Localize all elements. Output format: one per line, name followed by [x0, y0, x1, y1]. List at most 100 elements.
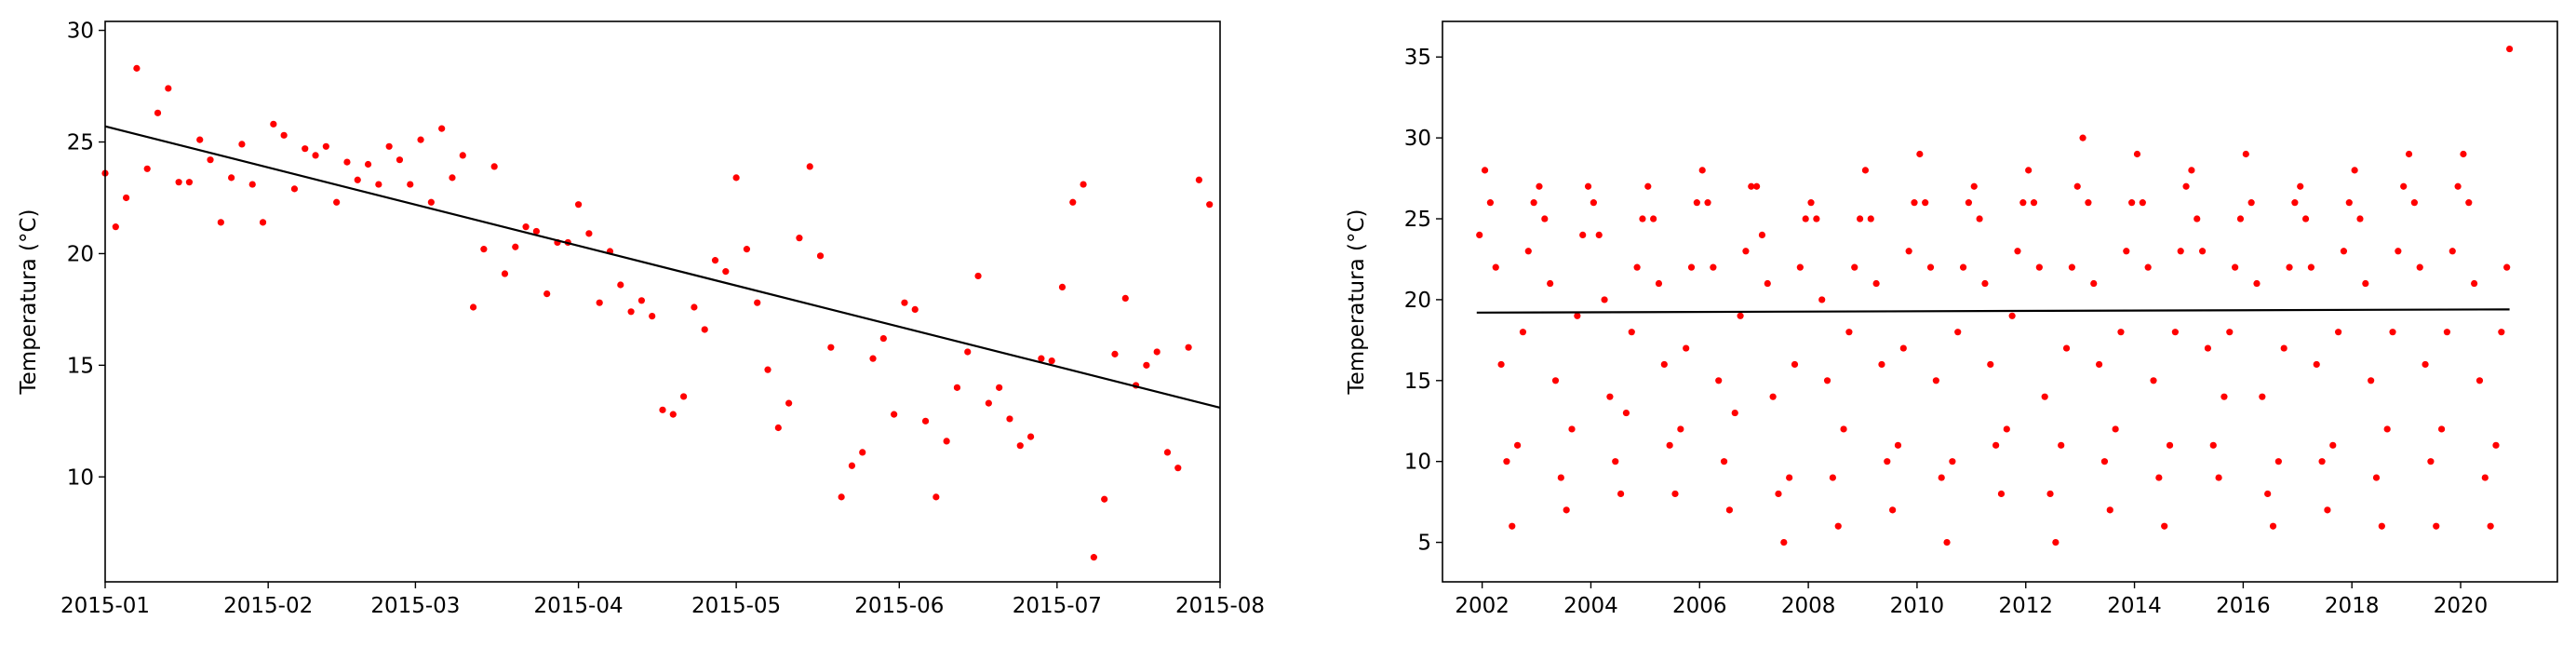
- point: [637, 297, 645, 304]
- point: [175, 179, 182, 186]
- y-tick-label: 25: [67, 131, 94, 155]
- point: [1725, 506, 1734, 514]
- x-tick-label: 2010: [1890, 594, 1945, 618]
- y-tick-label: 5: [1417, 532, 1431, 556]
- point: [921, 417, 930, 425]
- y-tick-label: 30: [1404, 127, 1431, 151]
- point: [1687, 263, 1696, 271]
- point: [711, 257, 719, 264]
- point: [2155, 474, 2163, 481]
- point: [1617, 490, 1625, 498]
- y-tick-label: 10: [67, 465, 94, 490]
- point: [1856, 215, 1864, 222]
- point: [1829, 474, 1836, 481]
- point: [1796, 263, 1804, 271]
- y-tick-label: 15: [1404, 370, 1431, 394]
- point: [1840, 425, 1847, 433]
- point: [2505, 45, 2514, 53]
- y-tick-label: 25: [1404, 208, 1431, 232]
- point: [2335, 329, 2342, 336]
- point: [2503, 263, 2511, 271]
- point: [2345, 199, 2353, 207]
- point: [1731, 409, 1738, 417]
- point: [2035, 263, 2043, 271]
- point: [1970, 182, 1978, 190]
- point: [522, 223, 530, 231]
- point: [754, 299, 761, 306]
- point: [1742, 248, 1750, 255]
- point: [490, 163, 498, 170]
- point: [1845, 329, 1853, 336]
- point: [259, 219, 267, 226]
- point: [2433, 522, 2440, 530]
- point: [1671, 490, 1679, 498]
- point: [1861, 167, 1870, 174]
- point: [596, 299, 603, 306]
- point: [2274, 458, 2282, 465]
- point: [1813, 215, 1820, 222]
- point: [1884, 458, 1891, 465]
- point: [2329, 441, 2337, 449]
- point: [1720, 458, 1728, 465]
- point: [2232, 263, 2239, 271]
- point: [2014, 248, 2021, 255]
- point: [1519, 329, 1527, 336]
- point: [2079, 134, 2086, 142]
- x-tick-label: 2014: [2107, 594, 2162, 618]
- point: [1584, 182, 1592, 190]
- point: [2236, 215, 2245, 222]
- point: [691, 303, 698, 311]
- point: [2443, 329, 2451, 336]
- x-tick-label: 2015-04: [534, 594, 624, 618]
- point: [2454, 182, 2462, 190]
- point: [112, 223, 119, 231]
- point: [2410, 199, 2418, 207]
- point: [1601, 296, 1608, 303]
- x-tick-label: 2015-01: [60, 594, 150, 618]
- point: [2030, 199, 2038, 207]
- point: [627, 308, 635, 316]
- point: [1524, 248, 1532, 255]
- point: [1481, 167, 1489, 174]
- x-tick-label: 2012: [1998, 594, 2053, 618]
- point: [1563, 506, 1570, 514]
- point: [2264, 490, 2272, 498]
- chart: 2015-01 2015-02 2015-03 2015-04 2015-05 2015-…: [17, 20, 1265, 618]
- point: [1492, 263, 1499, 271]
- point: [1612, 458, 1619, 465]
- point: [407, 181, 414, 188]
- point: [1878, 360, 1885, 369]
- point: [1090, 554, 1097, 561]
- point: [722, 268, 730, 276]
- point: [2422, 360, 2429, 369]
- point: [1965, 199, 1973, 207]
- point: [1622, 409, 1630, 417]
- point: [1016, 442, 1024, 450]
- point: [354, 176, 361, 183]
- point: [1048, 357, 1055, 365]
- point: [1807, 199, 1815, 207]
- point: [2324, 506, 2331, 514]
- point: [2182, 182, 2190, 190]
- point: [1997, 490, 2006, 498]
- point: [2449, 248, 2456, 255]
- point: [2253, 279, 2261, 288]
- point: [1174, 465, 1182, 472]
- point: [2073, 182, 2081, 190]
- point: [2313, 360, 2320, 369]
- point: [774, 424, 782, 432]
- point: [1911, 199, 1918, 207]
- point: [1606, 393, 1614, 400]
- point: [312, 152, 319, 159]
- point: [1639, 215, 1646, 222]
- point: [2400, 182, 2408, 190]
- point: [1476, 231, 1483, 238]
- point: [1503, 458, 1510, 465]
- point: [2465, 199, 2473, 207]
- point: [480, 246, 488, 253]
- point: [1976, 215, 1983, 222]
- x-tick-label: 2015-07: [1013, 594, 1102, 618]
- point: [1786, 474, 1793, 481]
- point: [1943, 538, 1951, 546]
